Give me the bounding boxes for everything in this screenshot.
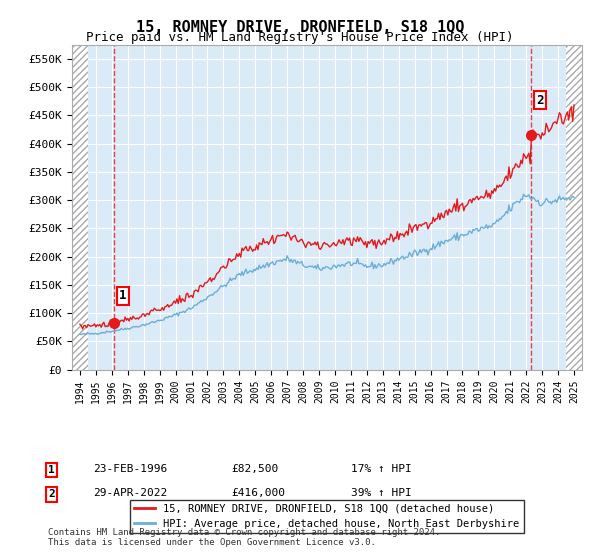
Legend: 15, ROMNEY DRIVE, DRONFIELD, S18 1QQ (detached house), HPI: Average price, detac: 15, ROMNEY DRIVE, DRONFIELD, S18 1QQ (de…: [130, 500, 524, 533]
Text: £82,500: £82,500: [231, 464, 278, 474]
Text: £416,000: £416,000: [231, 488, 285, 498]
Text: Price paid vs. HM Land Registry's House Price Index (HPI): Price paid vs. HM Land Registry's House …: [86, 31, 514, 44]
Text: 29-APR-2022: 29-APR-2022: [93, 488, 167, 498]
Text: 2: 2: [536, 94, 544, 106]
Bar: [72, 45, 88, 370]
Bar: [566, 45, 582, 370]
Text: 2: 2: [48, 489, 55, 500]
Text: 15, ROMNEY DRIVE, DRONFIELD, S18 1QQ: 15, ROMNEY DRIVE, DRONFIELD, S18 1QQ: [136, 20, 464, 35]
Text: 1: 1: [48, 465, 55, 475]
Text: 39% ↑ HPI: 39% ↑ HPI: [351, 488, 412, 498]
Text: 17% ↑ HPI: 17% ↑ HPI: [351, 464, 412, 474]
Text: 1: 1: [119, 290, 127, 302]
Text: Contains HM Land Registry data © Crown copyright and database right 2024.
This d: Contains HM Land Registry data © Crown c…: [48, 528, 440, 547]
Text: 23-FEB-1996: 23-FEB-1996: [93, 464, 167, 474]
